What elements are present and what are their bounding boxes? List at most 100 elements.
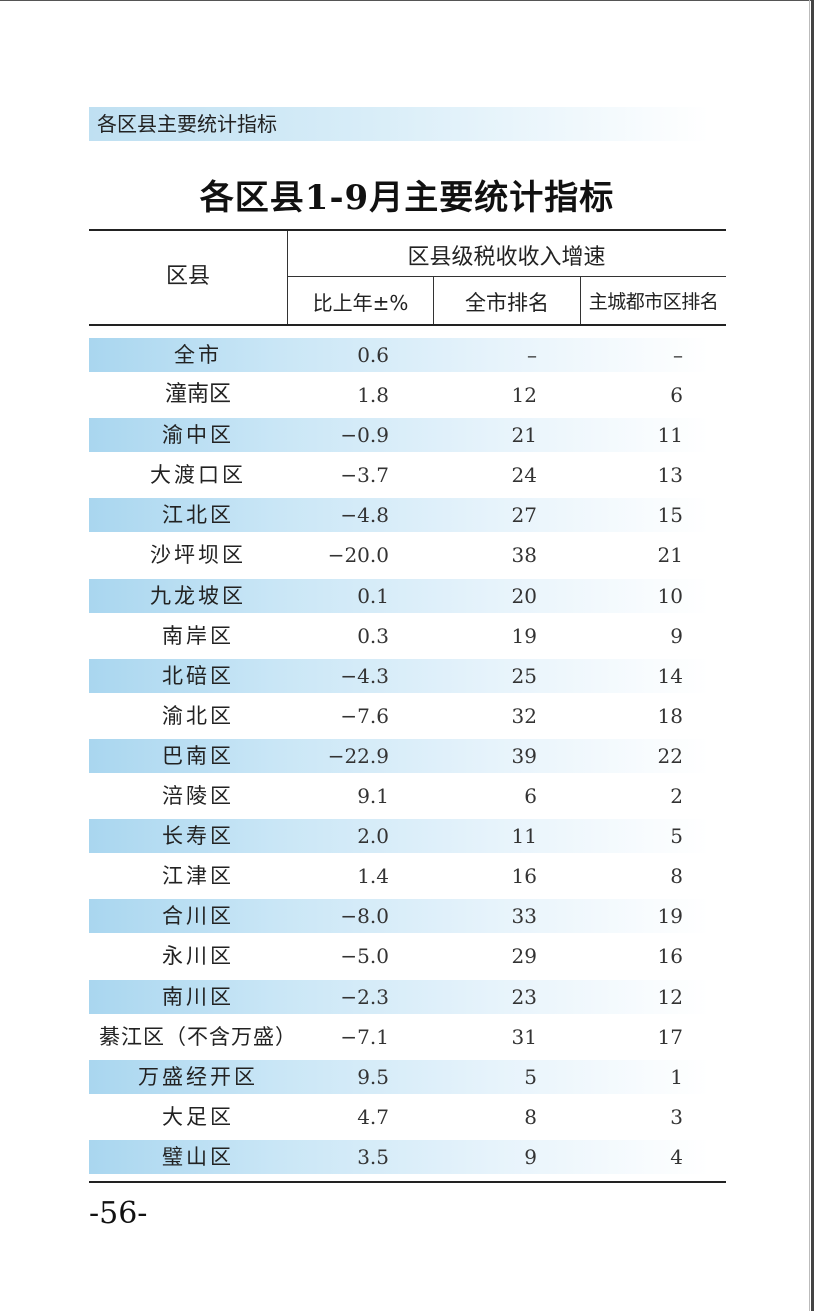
table-row: 合川区 −8.0 33 19 [89, 899, 726, 939]
page-edge-top [0, 0, 814, 1]
yoy-value: −0.9 [340, 423, 389, 448]
district-name: 南岸区 [162, 623, 234, 648]
core-rank-value: 17 [657, 1024, 683, 1049]
table-row: 南川区 −2.3 23 12 [89, 979, 726, 1020]
district-name: 合川区 [162, 904, 234, 929]
city-rank-value: 8 [524, 1104, 537, 1129]
district-name: 万盛经开区 [138, 1064, 258, 1089]
core-rank-value: 21 [657, 543, 683, 568]
core-rank-value: 22 [657, 743, 683, 768]
yoy-value: 2.0 [357, 824, 389, 849]
page-number: -56- [89, 1196, 148, 1231]
table-row: 万盛经开区 9.5 5 1 [89, 1059, 726, 1100]
table-row: 大足区 4.7 8 3 [89, 1100, 726, 1140]
city-rank-value: 5 [524, 1064, 537, 1089]
yoy-value: −4.3 [340, 663, 389, 688]
table-row: 九龙坡区 0.1 20 10 [89, 578, 726, 619]
district-name: 渝北区 [162, 703, 234, 728]
city-rank-value: 21 [511, 423, 537, 448]
district-name: 沙坪坝区 [150, 543, 246, 568]
city-rank-value: 23 [511, 984, 537, 1009]
yoy-value: −5.0 [340, 944, 389, 969]
yoy-value: 0.3 [357, 623, 389, 648]
core-rank-value: 4 [670, 1144, 683, 1169]
yoy-value: −3.7 [340, 463, 389, 488]
core-rank-value: 5 [670, 824, 683, 849]
core-rank-value: 11 [657, 423, 683, 448]
table-top-rule [89, 229, 726, 231]
city-rank-value: 11 [511, 824, 537, 849]
yoy-value: 3.5 [357, 1144, 389, 1169]
yoy-value: 0.1 [357, 583, 389, 608]
yoy-value: 1.4 [357, 864, 389, 889]
core-rank-value: 12 [657, 984, 683, 1009]
district-name: 全市 [174, 343, 222, 367]
city-rank-value: 25 [511, 663, 537, 688]
column-header-yoy: 比上年±% [312, 291, 409, 315]
table-row: 璧山区 3.5 9 4 [89, 1139, 726, 1180]
table-row: 南岸区 0.3 19 9 [89, 619, 726, 659]
core-rank-value: 9 [670, 623, 683, 648]
district-name: 永川区 [162, 944, 234, 969]
city-rank-value: 16 [511, 864, 537, 889]
core-rank-value: 2 [670, 784, 683, 809]
header-bottom-rule [89, 324, 726, 326]
yoy-value: −7.6 [340, 703, 389, 728]
yoy-value: −7.1 [340, 1024, 389, 1049]
city-rank-value: 19 [511, 623, 537, 648]
group-header-rule [287, 276, 726, 277]
table-body: 全市 0.6– – 潼南区 1.8 12 6 渝中区 −0.9 21 11 大渡口区 −3.7 24… [89, 338, 726, 1180]
column-header-city-rank: 全市排名 [465, 291, 549, 315]
core-rank-value: 6 [670, 383, 683, 408]
table-row: 长寿区 2.0 11 5 [89, 819, 726, 859]
column-group-header: 区县级税收收入增速 [407, 245, 606, 270]
city-rank-value: 27 [511, 503, 537, 528]
city-rank-value: 39 [511, 743, 537, 768]
city-rank-value: 9 [524, 1144, 537, 1169]
table-row: 綦江区（不含万盛） −7.1 31 17 [89, 1020, 726, 1060]
district-name: 长寿区 [162, 824, 234, 849]
yoy-value: 9.1 [357, 784, 389, 809]
district-name: 涪陵区 [162, 784, 234, 809]
header-divider-3 [580, 277, 581, 324]
table-row: 渝中区 −0.9 21 11 [89, 418, 726, 458]
core-rank-value: 10 [657, 583, 683, 608]
core-rank-value: – [673, 343, 683, 367]
district-name: 江北区 [162, 503, 234, 528]
core-rank-value: 13 [657, 463, 683, 488]
yoy-value: −8.0 [340, 904, 389, 929]
header-divider-2 [433, 277, 434, 324]
table-row: 渝北区 −7.6 32 18 [89, 699, 726, 739]
table-row: 江北区 −4.8 27 15 [89, 498, 726, 538]
city-rank-value: 29 [511, 944, 537, 969]
district-name: 北碚区 [162, 663, 234, 688]
yoy-value: −22.9 [327, 743, 389, 768]
table-title: 各区县1-9月主要统计指标 [199, 178, 615, 218]
city-rank-value: 12 [511, 383, 537, 408]
yoy-value: 0.6 [357, 343, 389, 367]
city-rank-value: 33 [511, 904, 537, 929]
core-rank-value: 15 [657, 503, 683, 528]
core-rank-value: 18 [657, 703, 683, 728]
table-row: 潼南区 1.8 12 6 [89, 378, 726, 418]
yoy-value: 9.5 [357, 1064, 389, 1089]
district-name: 綦江区（不含万盛） [99, 1024, 297, 1049]
district-name: 潼南区 [164, 382, 231, 408]
core-rank-value: 1 [670, 1064, 683, 1089]
table-row: 巴南区 −22.9 39 22 [89, 738, 726, 779]
district-name: 璧山区 [162, 1144, 234, 1169]
city-rank-value: 38 [511, 543, 537, 568]
city-rank-value: 32 [511, 703, 537, 728]
city-rank-value: 20 [511, 583, 537, 608]
table-row: 北碚区 −4.3 25 14 [89, 658, 726, 699]
column-header-core-rank: 主城都市区排名 [588, 291, 719, 313]
core-rank-value: 19 [657, 904, 683, 929]
core-rank-value: 16 [657, 944, 683, 969]
header-divider-1 [287, 231, 288, 324]
yoy-value: −4.8 [340, 503, 389, 528]
district-name: 巴南区 [162, 743, 234, 768]
district-name: 南川区 [162, 984, 234, 1009]
yoy-value: −2.3 [340, 984, 389, 1009]
city-rank-value: 31 [511, 1024, 537, 1049]
